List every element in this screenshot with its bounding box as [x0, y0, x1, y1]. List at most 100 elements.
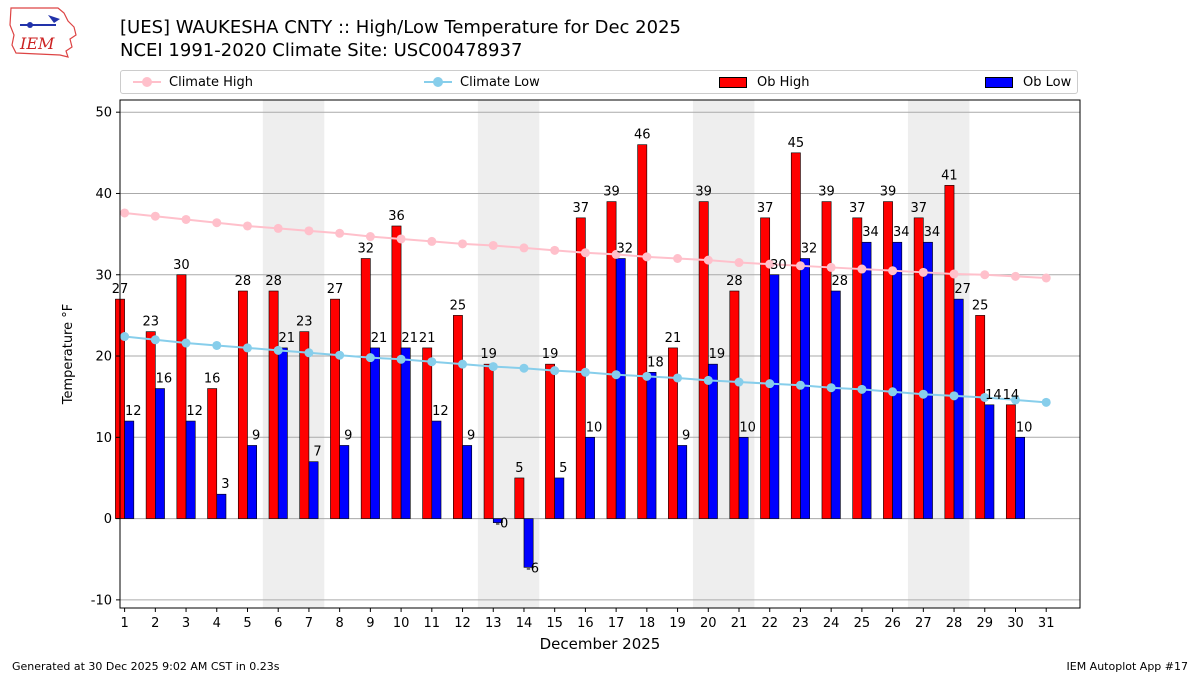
- climate-high-point: [1010, 271, 1020, 281]
- ob-high-label: 37: [573, 201, 590, 216]
- x-tick-label: 5: [243, 616, 251, 631]
- ob-low-bar: [861, 241, 872, 519]
- climate-high-point: [734, 258, 744, 268]
- ob-high-bar: [975, 315, 986, 519]
- ob-high-bar: [514, 477, 525, 519]
- climate-low-point: [120, 332, 130, 342]
- x-tick-label: 11: [424, 616, 441, 631]
- climate-high-point: [242, 221, 252, 231]
- ob-low-label: 34: [862, 225, 879, 240]
- ob-low-bar: [339, 445, 350, 519]
- climate-high-point: [458, 239, 468, 249]
- climate-low-point: [1041, 397, 1051, 407]
- ob-low-label: 3: [221, 477, 229, 492]
- climate-high-point: [949, 269, 959, 279]
- ob-high-label: 41: [941, 168, 958, 183]
- ob-high-label: 16: [204, 372, 221, 387]
- y-tick-label: 10: [95, 431, 112, 446]
- ob-low-bar: [124, 420, 135, 519]
- x-tick-label: 31: [1038, 616, 1055, 631]
- ob-low-label: 34: [924, 225, 941, 240]
- y-tick-label: 50: [95, 106, 112, 121]
- ob-high-bar: [883, 201, 893, 519]
- ob-low-bar: [247, 445, 258, 519]
- legend-climate-high: Climate High: [133, 74, 253, 90]
- legend-label: Climate Low: [460, 74, 540, 90]
- ob-low-label: 12: [125, 404, 142, 419]
- ob-low-label: 21: [279, 331, 296, 346]
- climate-high-point: [888, 266, 898, 276]
- climate-low-point: [181, 338, 191, 348]
- climate-low-point: [580, 367, 590, 377]
- ob-high-bar: [821, 201, 832, 519]
- x-tick-label: 7: [305, 616, 313, 631]
- ob-high-bar: [729, 290, 740, 519]
- ob-low-bar: [492, 518, 503, 523]
- climate-high-point: [980, 270, 990, 280]
- y-tick-label: 20: [95, 350, 112, 365]
- ob-high-bar: [207, 388, 218, 519]
- ob-low-label: 18: [647, 355, 664, 370]
- ob-low-bar: [677, 445, 688, 519]
- ob-low-bar: [707, 363, 718, 519]
- ob-low-label: 5: [559, 461, 567, 476]
- ob-high-bar: [606, 201, 617, 519]
- climate-high-point: [611, 249, 621, 259]
- ob-high-bar: [360, 258, 371, 519]
- legend: Climate High Climate Low Ob High Ob Low: [120, 70, 1078, 94]
- climate-low-point: [212, 340, 222, 350]
- ob-low-bar: [462, 445, 473, 519]
- x-tick-label: 27: [915, 616, 932, 631]
- climate-low-point: [550, 366, 560, 376]
- ob-low-bar: [308, 461, 319, 519]
- ob-low-bar: [953, 298, 964, 519]
- ob-high-label: 37: [757, 201, 774, 216]
- ob-low-bar: [615, 258, 626, 519]
- footer-generated: Generated at 30 Dec 2025 9:02 AM CST in …: [12, 660, 280, 673]
- ob-high-label: 28: [726, 274, 743, 289]
- climate-high-point: [519, 243, 529, 253]
- ob-high-label: 32: [357, 241, 374, 256]
- climate-low-point: [642, 371, 652, 381]
- ob-low-label: 32: [616, 241, 633, 256]
- x-tick-label: 28: [946, 616, 963, 631]
- x-tick-label: 17: [608, 616, 625, 631]
- ob-low-bar: [830, 290, 841, 519]
- ob-low-bar: [738, 437, 749, 519]
- ob-high-swatch: [719, 76, 747, 88]
- ob-low-label: -0: [495, 517, 508, 532]
- ob-low-label: 21: [371, 331, 388, 346]
- ob-high-label: 46: [634, 128, 651, 143]
- ob-low-label: 34: [893, 225, 910, 240]
- ob-low-bar: [769, 274, 780, 519]
- ob-low-label: 27: [954, 282, 971, 297]
- ob-low-label: 30: [770, 258, 787, 273]
- ob-low-label: 9: [682, 428, 690, 443]
- ob-high-label: 45: [788, 136, 805, 151]
- ob-high-label: 5: [515, 461, 523, 476]
- x-tick-label: 21: [731, 616, 748, 631]
- ob-high-label: 19: [542, 347, 559, 362]
- climate-high-point: [918, 267, 928, 277]
- logo-flag: [48, 15, 60, 23]
- ob-high-label: 19: [480, 347, 497, 362]
- ob-low-bar: [185, 420, 196, 519]
- ob-high-label: 25: [972, 298, 989, 313]
- ob-high-label: 14: [1003, 388, 1020, 403]
- ob-low-bar: [923, 241, 933, 519]
- ob-high-label: 21: [419, 331, 436, 346]
- ob-low-bar: [155, 388, 165, 519]
- climate-high-point: [580, 248, 590, 258]
- ob-high-bar: [237, 290, 248, 519]
- climate-low-point: [427, 357, 437, 367]
- ob-low-label: 9: [467, 428, 475, 443]
- climate-low-point: [458, 359, 468, 369]
- ob-low-bar: [216, 493, 227, 519]
- climate-high-point: [642, 252, 652, 262]
- x-tick-label: 13: [485, 616, 502, 631]
- ob-high-label: 37: [910, 201, 927, 216]
- climate-high-point: [335, 228, 345, 238]
- ob-high-label: 39: [695, 185, 712, 200]
- climate-low-point: [673, 373, 683, 383]
- y-tick-label: 40: [95, 187, 112, 202]
